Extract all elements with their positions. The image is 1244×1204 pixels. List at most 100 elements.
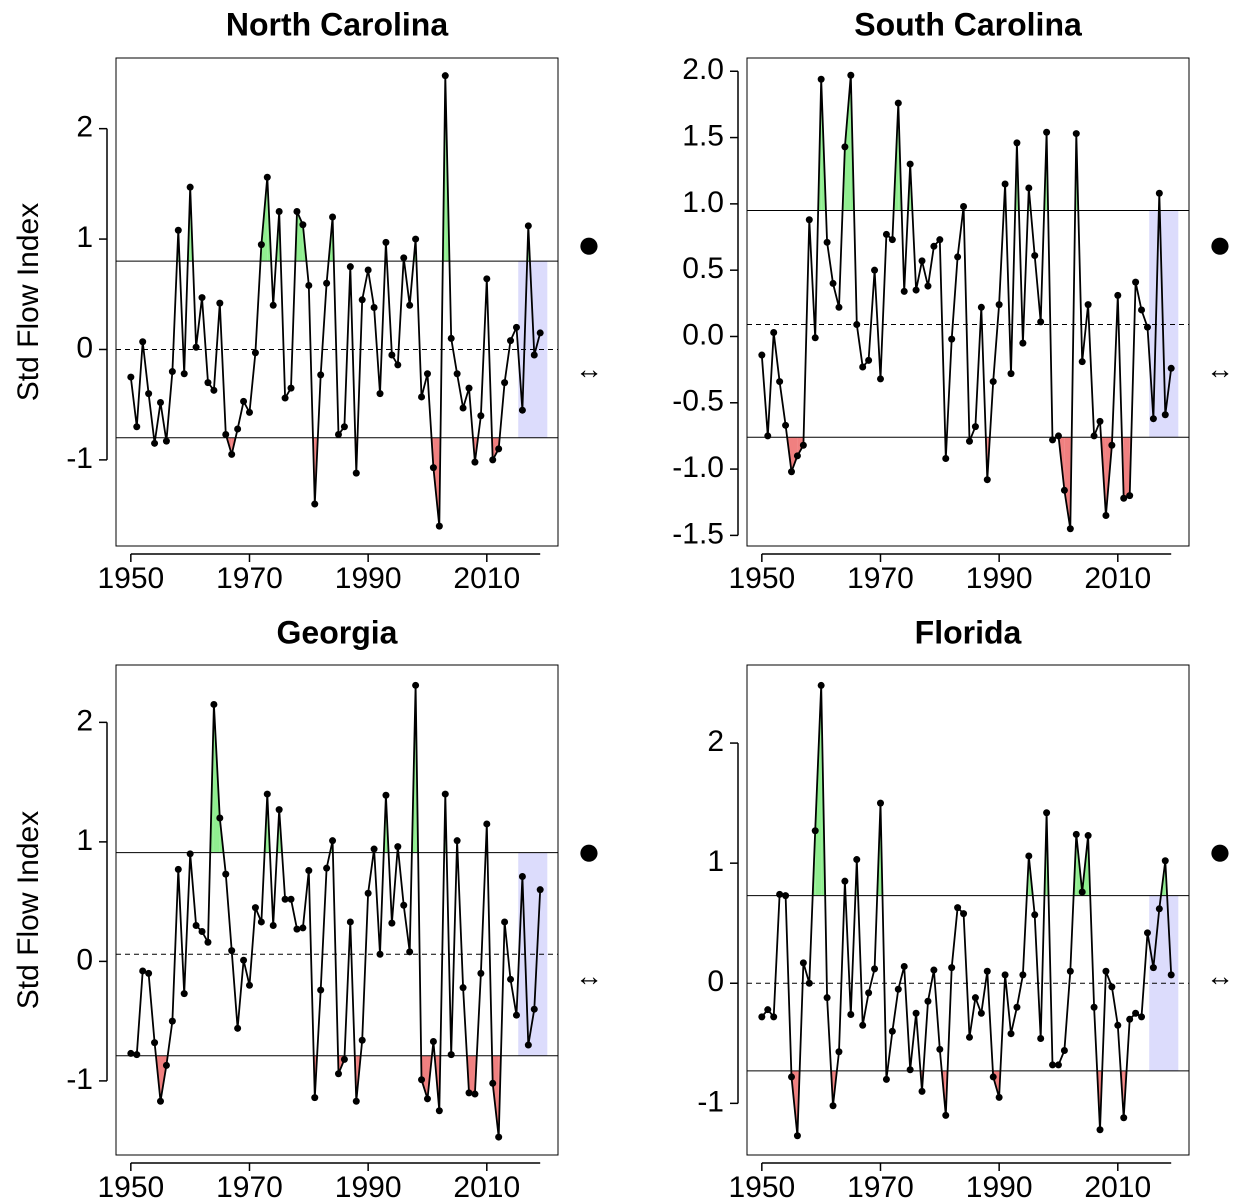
data-point (269, 301, 277, 309)
data-point (1114, 1021, 1122, 1029)
y-tick-label: 2 (76, 111, 93, 144)
data-point (412, 235, 420, 243)
data-point (1149, 964, 1157, 972)
data-point (1084, 301, 1092, 309)
data-point (1049, 436, 1057, 444)
panel: North Carolina Std Flow Index -1 0 1 2 1950 197… (12, 6, 603, 594)
data-point (823, 238, 831, 246)
data-point (782, 892, 790, 900)
y-tick-label: 1 (76, 221, 93, 254)
y-tick-label: -1.0 (672, 451, 724, 484)
data-point (1114, 291, 1122, 299)
data-point (186, 850, 194, 858)
trend-symbol: ↔ (575, 353, 603, 384)
data-point (983, 967, 991, 975)
data-point (394, 843, 402, 851)
data-point (965, 1033, 973, 1041)
below-fill (1123, 437, 1130, 499)
data-point (489, 1079, 497, 1087)
data-point (151, 1039, 159, 1047)
data-point (835, 1048, 843, 1056)
data-point (263, 790, 271, 798)
data-point (234, 1024, 242, 1032)
data-point (234, 425, 242, 433)
data-point (1013, 1003, 1021, 1011)
panel-title: South Carolina (854, 6, 1082, 42)
data-point (1149, 415, 1157, 423)
y-tick-label: 0 (76, 331, 93, 364)
data-point (758, 351, 766, 359)
data-point (1054, 1061, 1062, 1069)
data-point (418, 1076, 426, 1084)
data-point (293, 207, 301, 215)
data-point (192, 922, 200, 930)
data-point (370, 304, 378, 312)
data-point (770, 329, 778, 336)
data-point (412, 681, 420, 689)
data-point (453, 370, 461, 378)
data-point (882, 230, 890, 238)
data-point (174, 865, 182, 873)
data-point (942, 454, 950, 462)
data-point (918, 257, 926, 265)
data-point (1043, 809, 1051, 817)
data-point (447, 334, 455, 342)
data-point (299, 221, 307, 229)
data-point (1007, 1030, 1015, 1038)
data-point (888, 236, 896, 244)
data-point (787, 468, 795, 476)
data-point (245, 408, 253, 416)
data-point (1049, 1061, 1057, 1069)
data-point (352, 1097, 360, 1105)
data-point (495, 445, 503, 453)
data-point (1072, 830, 1080, 838)
data-point (145, 969, 153, 977)
data-point (530, 1005, 538, 1013)
data-point (382, 791, 390, 799)
data-point (483, 275, 491, 283)
data-point (805, 216, 813, 224)
data-point (1025, 852, 1033, 860)
data-point (376, 950, 384, 958)
data-point (269, 922, 277, 930)
data-point (770, 1013, 778, 1021)
data-point (847, 1010, 855, 1018)
y-tick-label: 1.0 (682, 186, 724, 219)
data-point (817, 75, 825, 83)
data-point (882, 1075, 890, 1083)
data-point (1102, 512, 1110, 519)
data-point (918, 1087, 926, 1095)
data-point (764, 1006, 772, 1014)
x-tick-label: 1950 (97, 562, 164, 595)
x-tick-label: 1990 (335, 562, 402, 595)
data-point (1001, 971, 1009, 979)
data-point (429, 1037, 437, 1045)
data-point (127, 373, 135, 381)
data-point (1161, 411, 1169, 419)
data-point (423, 370, 431, 378)
data-point (859, 363, 867, 371)
data-point (1138, 306, 1146, 314)
data-point (334, 1070, 342, 1078)
y-axis-label: Std Flow Index (12, 203, 45, 401)
data-point (305, 281, 313, 289)
below-fill (421, 1055, 428, 1099)
data-point (329, 213, 337, 221)
data-point (352, 469, 360, 477)
data-point (311, 1094, 319, 1102)
data-point (924, 282, 932, 290)
data-point (245, 981, 253, 989)
data-point (1102, 967, 1110, 975)
data-point (186, 183, 194, 191)
above-fill (844, 75, 851, 211)
data-point (871, 965, 879, 973)
data-point (471, 458, 479, 466)
status-symbol: ● (1208, 830, 1232, 874)
data-point (524, 1041, 532, 1049)
data-point (512, 1011, 520, 1019)
data-point (1078, 888, 1086, 896)
data-point (406, 301, 414, 309)
data-point (1108, 983, 1116, 991)
data-point (459, 404, 467, 412)
